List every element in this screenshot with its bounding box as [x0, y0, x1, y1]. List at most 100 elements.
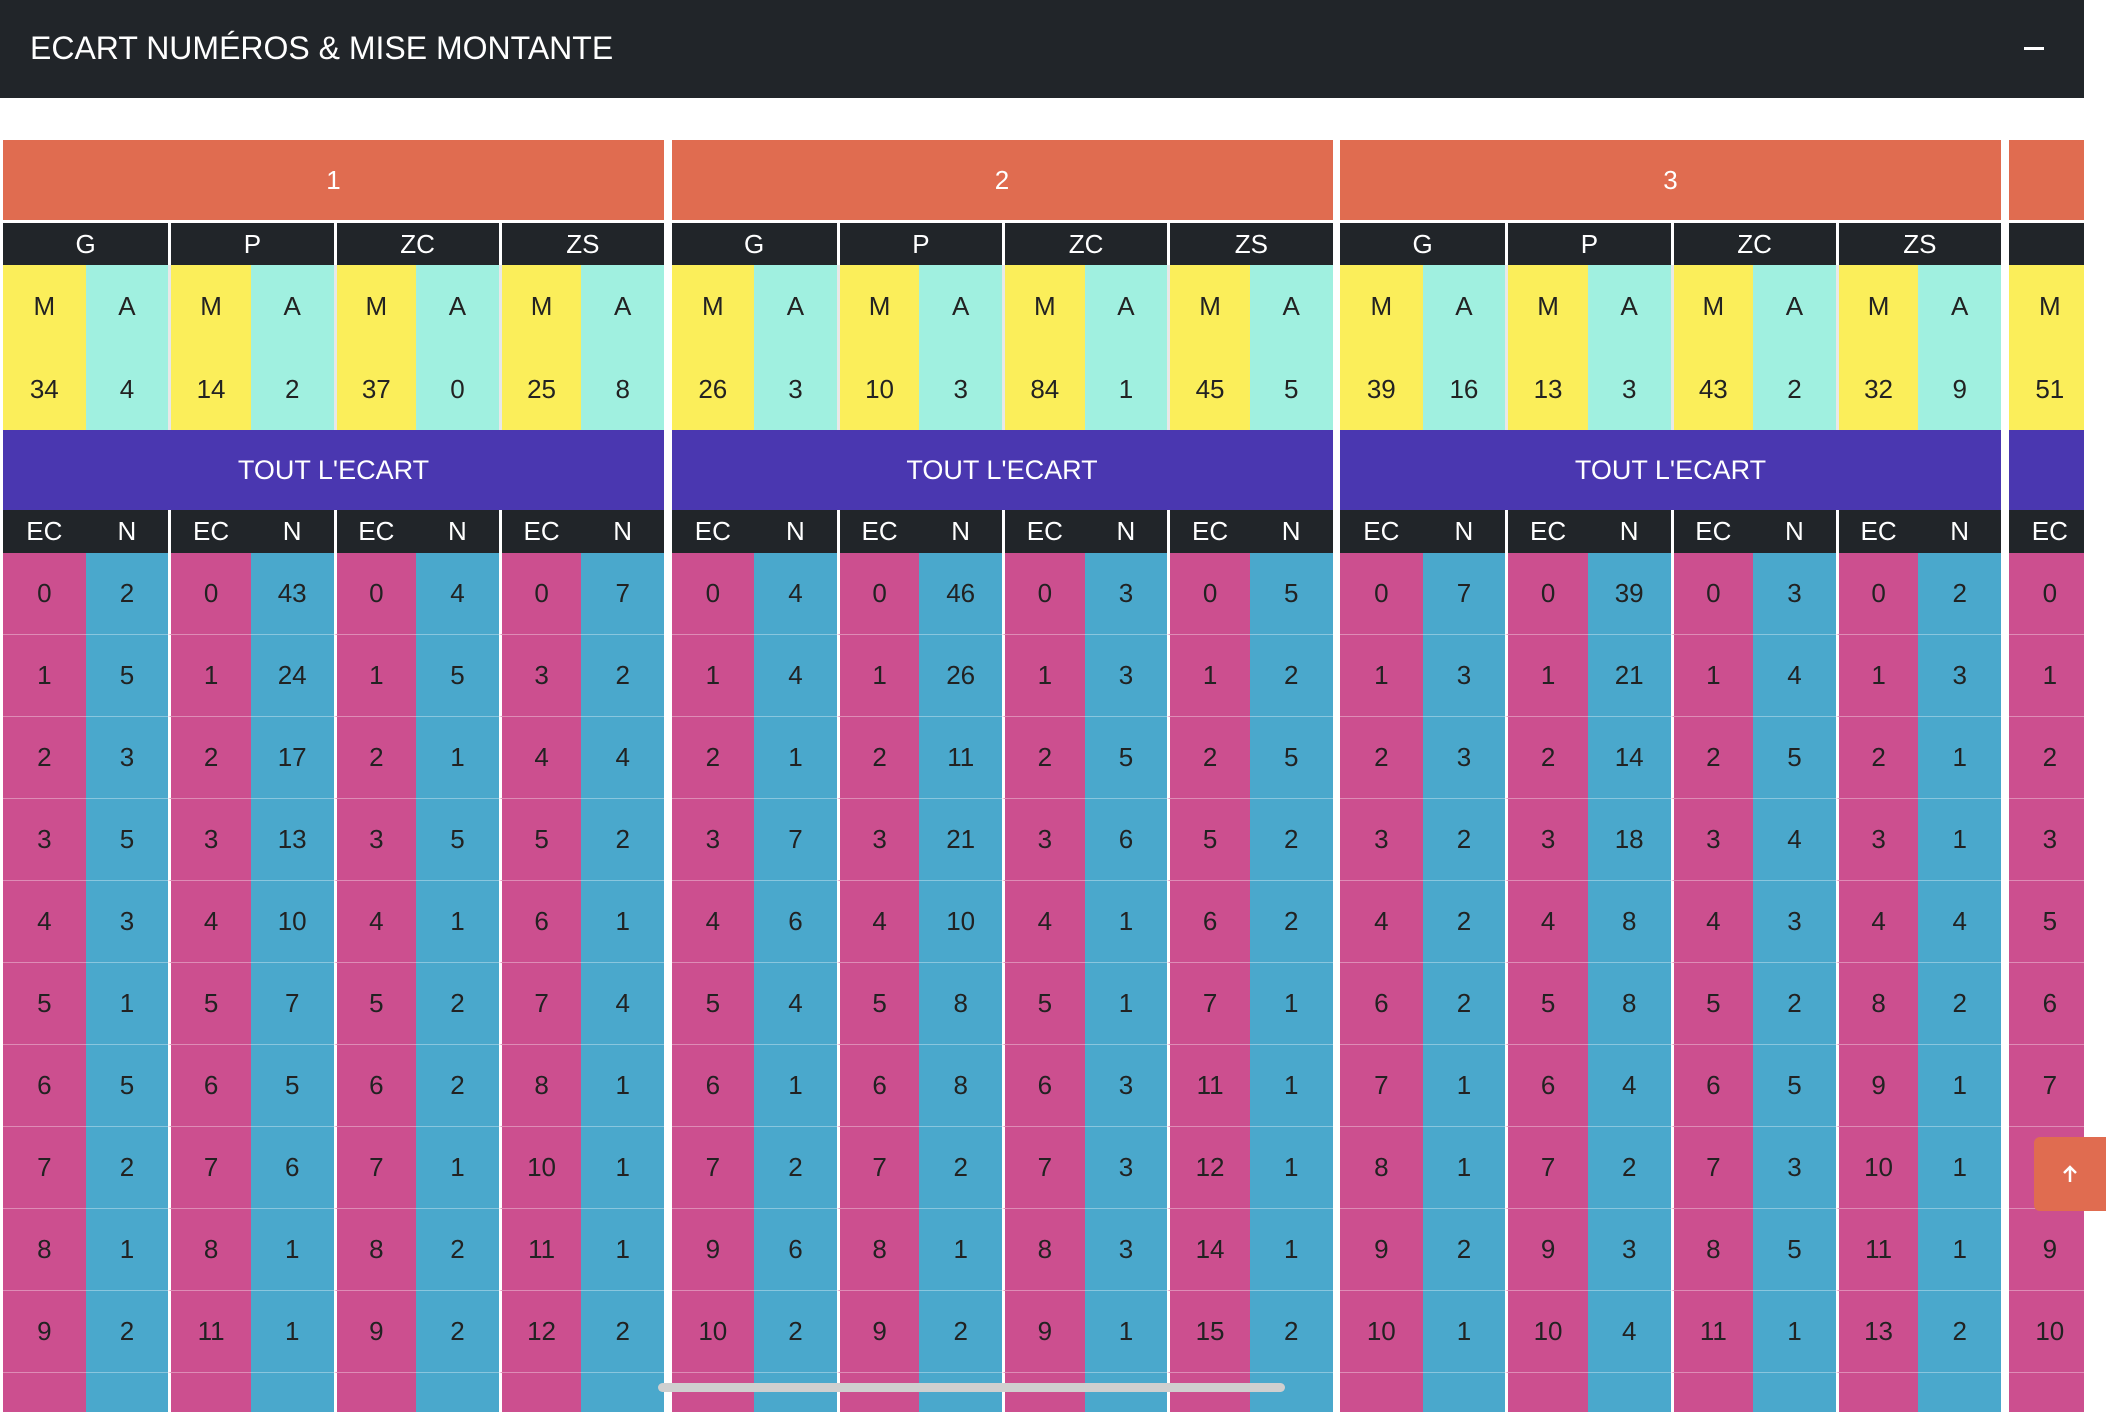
a-value: 16	[1422, 348, 1506, 430]
ec-cell: 3	[168, 799, 251, 881]
m-value: 34	[3, 348, 86, 430]
ec-cell: 2	[168, 717, 251, 799]
m-label: M	[1670, 265, 1754, 348]
a-value: 0	[416, 348, 499, 430]
ec-cell: 8	[3, 1209, 86, 1291]
n-cell: 5	[1753, 1209, 1836, 1291]
ec-cell: 9	[1835, 1045, 1919, 1127]
ec-cell: 0	[1167, 553, 1250, 635]
arrow-up-icon	[2063, 1165, 2077, 1182]
n-cell: 2	[1249, 635, 1333, 717]
n-cell: 1	[1918, 799, 2001, 881]
n-cell: 2	[416, 963, 499, 1045]
n-cell: 1	[1084, 881, 1168, 963]
n-header: N	[1422, 510, 1506, 553]
ec-cell: 8	[168, 1209, 251, 1291]
ec-cell: 0	[1670, 553, 1754, 635]
n-cell: 2	[1587, 1127, 1671, 1209]
section-header[interactable]: ECART NUMÉROS & MISE MONTANTE	[0, 0, 2084, 98]
n-cell: 7	[1422, 553, 1506, 635]
horizontal-scrollbar[interactable]	[658, 1383, 1285, 1392]
ec-cell: 5	[1505, 963, 1588, 1045]
n-cell: 1	[1249, 963, 1333, 1045]
n-cell: 2	[1918, 553, 2001, 635]
ec-cell: 15	[1167, 1291, 1250, 1373]
n-cell: 1	[250, 1291, 334, 1373]
n-cell: 2	[581, 1291, 664, 1373]
n-cell: 1	[416, 717, 499, 799]
n-cell: 1	[1422, 1045, 1506, 1127]
n-cell: 6	[250, 1127, 334, 1209]
ec-cell: 4	[1340, 881, 1423, 963]
n-header: N	[1249, 510, 1333, 553]
ec-cell: 11	[168, 1291, 251, 1373]
n-cell: 14	[1587, 717, 1671, 799]
n-cell: 8	[919, 963, 1002, 1045]
n-cell: 1	[581, 1127, 664, 1209]
ec-cell: 7	[1002, 1127, 1085, 1209]
ec-cell: 6	[671, 1045, 755, 1127]
n-cell: 3	[1084, 1209, 1168, 1291]
ec-cell: 0	[836, 553, 920, 635]
n-cell: 2	[581, 799, 664, 881]
ec-cell: 1	[671, 635, 755, 717]
m-value: 51	[2008, 348, 2084, 430]
n-cell: 1	[1422, 1127, 1506, 1209]
m-value: 25	[498, 348, 582, 430]
n-cell: 1	[1249, 1045, 1333, 1127]
n-cell: 2	[1422, 881, 1506, 963]
ec-cell: 8	[1835, 963, 1919, 1045]
group-header: ZC	[1002, 223, 1168, 265]
ec-cell: 4	[1002, 881, 1085, 963]
n-cell: 2	[1249, 799, 1333, 881]
n-cell: 1	[1084, 963, 1168, 1045]
n-cell: 7	[250, 963, 334, 1045]
n-cell	[1753, 1373, 1836, 1412]
m-label: M	[1505, 265, 1588, 348]
group-header: ZC	[1670, 223, 1836, 265]
ec-cell: 2	[1002, 717, 1085, 799]
ec-cell: 11	[1670, 1291, 1754, 1373]
n-cell: 21	[919, 799, 1002, 881]
ec-cell: 1	[1835, 635, 1919, 717]
n-cell: 3	[1422, 717, 1506, 799]
m-value: 45	[1167, 348, 1250, 430]
n-cell: 1	[250, 1209, 334, 1291]
a-value: 3	[754, 348, 837, 430]
ec-cell: 3	[333, 799, 417, 881]
ec-cell: 3	[671, 799, 755, 881]
panel-title: 2	[671, 140, 1333, 220]
n-header: N	[250, 510, 334, 553]
a-label: A	[250, 265, 334, 348]
panel-title	[2008, 140, 2084, 220]
collapse-button[interactable]	[2014, 38, 2054, 60]
n-cell	[754, 1373, 837, 1412]
n-cell: 2	[754, 1127, 837, 1209]
m-label: M	[168, 265, 251, 348]
ec-cell: 6	[1670, 1045, 1754, 1127]
a-value: 3	[919, 348, 1002, 430]
n-cell: 43	[250, 553, 334, 635]
n-cell: 3	[1084, 1045, 1168, 1127]
n-cell: 4	[1753, 799, 1836, 881]
ec-cell: 2	[671, 717, 755, 799]
n-cell: 5	[1249, 553, 1333, 635]
ec-cell: 11	[1167, 1045, 1250, 1127]
scroll-to-top-button[interactable]	[2034, 1137, 2106, 1211]
n-cell	[85, 1373, 169, 1412]
ec-cell: 0	[1002, 553, 1085, 635]
m-value: 10	[836, 348, 920, 430]
ec-cell: 8	[1670, 1209, 1754, 1291]
n-cell: 5	[1084, 717, 1168, 799]
n-cell: 2	[1918, 963, 2001, 1045]
n-cell: 2	[85, 553, 169, 635]
m-label: M	[1002, 265, 1085, 348]
n-header: N	[85, 510, 169, 553]
n-cell: 6	[754, 1209, 837, 1291]
m-label: M	[333, 265, 417, 348]
ec-header: EC	[836, 510, 920, 553]
ec-cell: 6	[836, 1045, 920, 1127]
n-cell: 7	[754, 799, 837, 881]
n-cell: 1	[1918, 1209, 2001, 1291]
n-header: N	[1587, 510, 1671, 553]
